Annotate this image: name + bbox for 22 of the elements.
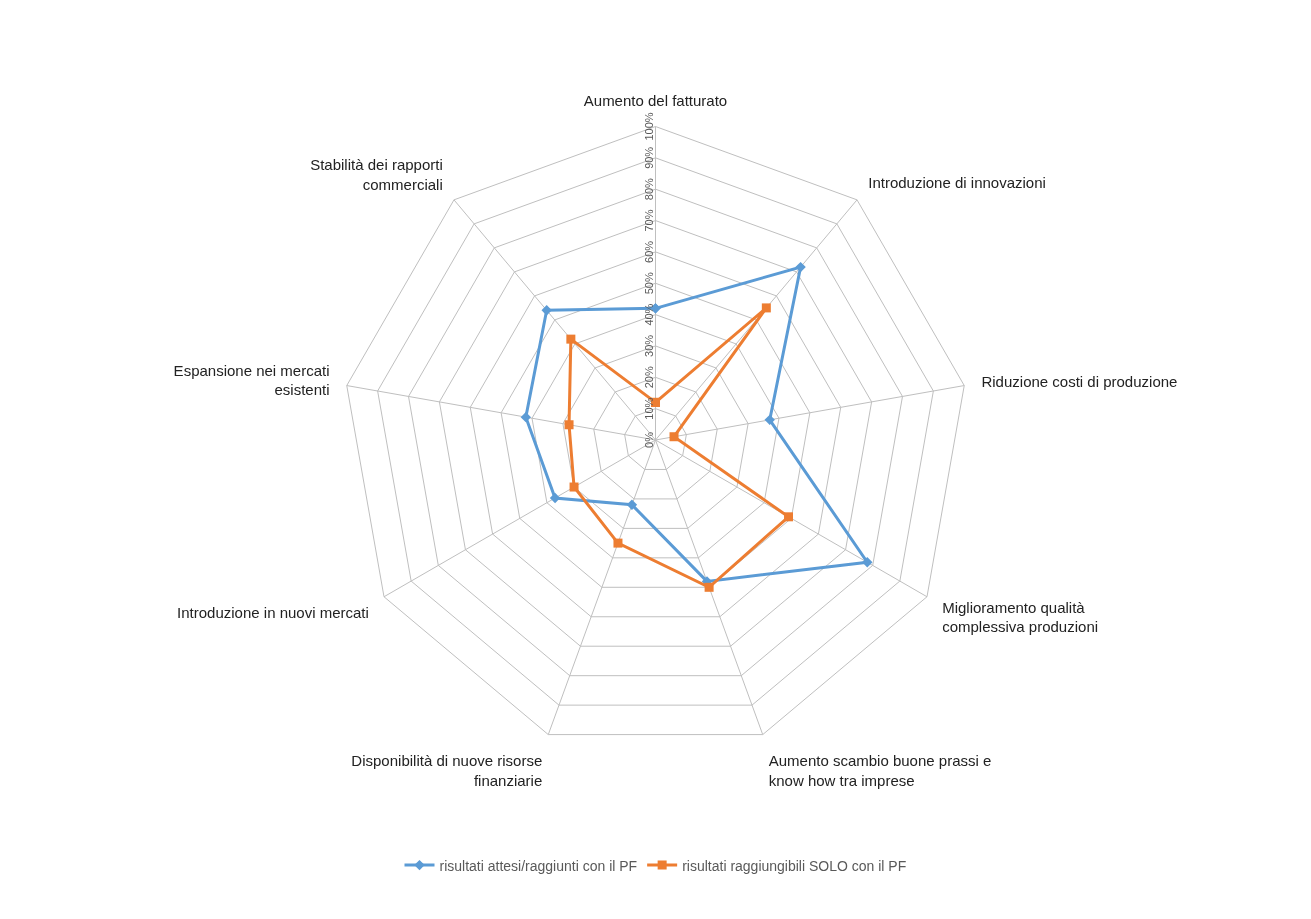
- y-tick-label: 30%: [642, 334, 655, 357]
- spoke-label: Introduzione di innovazioni: [868, 173, 1046, 191]
- y-tick-label: 40%: [642, 303, 655, 326]
- spoke-label: Aumento scambio buone prassi e know how tra imprese: [768, 752, 992, 789]
- spoke-label: Introduzione in nuovi mercati: [177, 603, 369, 621]
- spoke-label: Espansione nei mercati esistenti: [173, 361, 330, 399]
- legend-label: risultati raggiungibili SOLO con il PF: [682, 857, 907, 874]
- spoke-label: Disponibilità di nuove risorse finanziarie: [351, 752, 543, 789]
- y-tick-label: 20%: [642, 366, 655, 389]
- spoke-label: Stabilità dei rapporti commerciali: [310, 156, 443, 193]
- y-tick-label: 10%: [642, 397, 655, 420]
- legend-label: risultati attesi/raggiunti con il PF: [439, 857, 638, 874]
- y-tick-label: 70%: [642, 209, 655, 232]
- y-tick-label: 60%: [642, 240, 655, 263]
- y-tick-label: 100%: [642, 112, 655, 141]
- y-tick-label: 0%: [642, 431, 655, 448]
- y-tick-label: 50%: [642, 272, 655, 295]
- y-tick-label: 90%: [642, 146, 655, 169]
- spoke-label: Riduzione costi di produzione: [981, 373, 1178, 391]
- spoke-label: Aumento del fatturato: [583, 92, 728, 109]
- y-tick-label: 80%: [642, 177, 655, 201]
- spoke-label: Miglioramento qualità complessiva produzioni: [942, 598, 1099, 636]
